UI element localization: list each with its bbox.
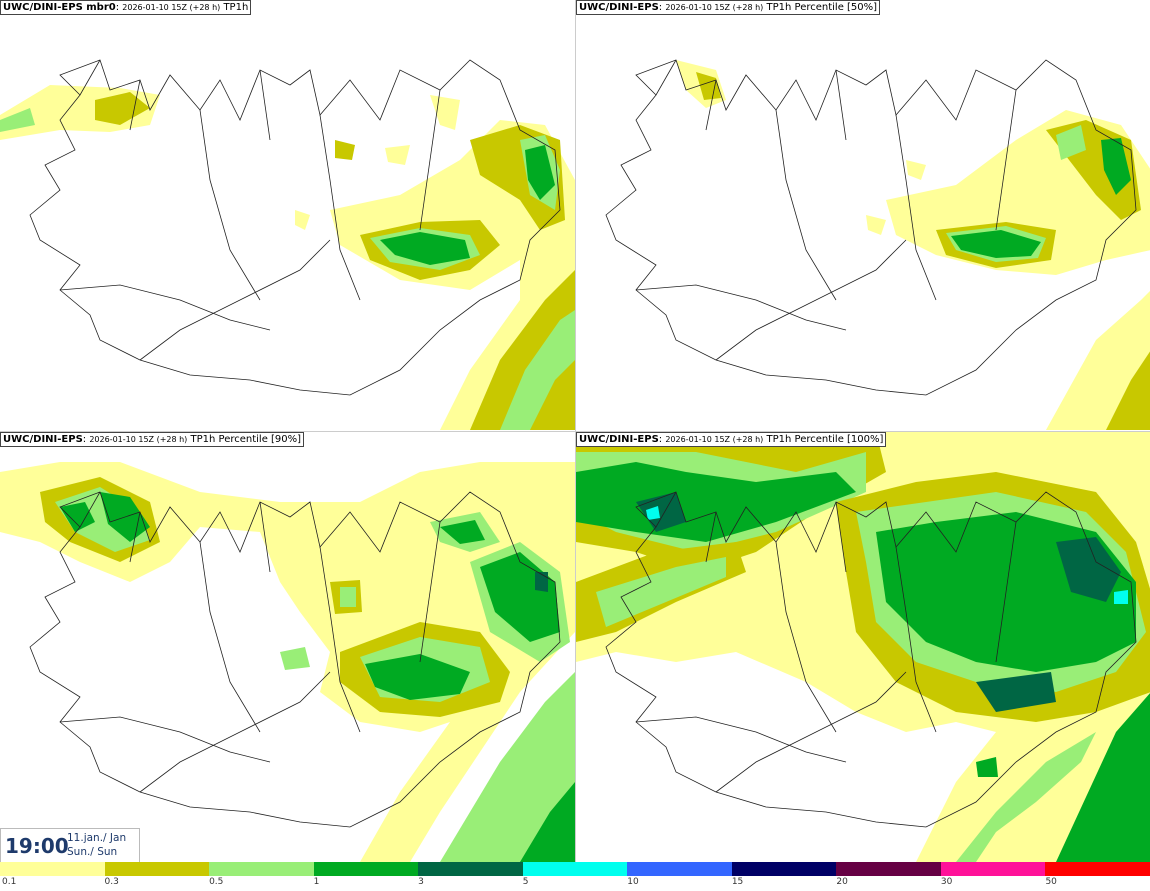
color-scale-swatch xyxy=(418,862,523,876)
iceland-coastline xyxy=(29,491,561,828)
color-scale-swatch xyxy=(627,862,732,876)
precip-map-p50 xyxy=(605,59,1150,430)
precip-field xyxy=(0,462,575,862)
run-label: 2026-01-10 15Z (+28 h) xyxy=(122,3,221,12)
field-label: TP1h Percentile [50%] xyxy=(766,2,878,13)
color-scale-label: 10 xyxy=(627,877,639,887)
color-scale-swatch xyxy=(836,862,941,876)
color-scale-swatch xyxy=(940,862,1046,876)
field-label: TP1h xyxy=(223,2,249,13)
model-name: UWC/DINI-EPS xyxy=(579,434,659,445)
iceland-coastline xyxy=(605,491,1137,828)
panel-title: UWC/DINI-EPS: 2026-01-10 15Z (+28 h) TP1… xyxy=(576,0,881,15)
valid-date-line2: Sun./ Sun xyxy=(67,846,118,858)
color-scale-swatch xyxy=(522,862,628,876)
iceland-coastline xyxy=(29,59,561,396)
map-panel-p90: UWC/DINI-EPS: 2026-01-10 15Z (+28 h) TP1… xyxy=(0,432,575,862)
color-scale-label: 15 xyxy=(731,877,744,887)
model-name: UWC/DINI-EPS xyxy=(579,2,659,13)
color-scale-swatch xyxy=(104,862,210,876)
map-panel-p50: UWC/DINI-EPS: 2026-01-10 15Z (+28 h) TP1… xyxy=(576,0,1150,430)
field-label: TP1h Percentile [90%] xyxy=(190,434,302,445)
precip-field xyxy=(0,85,575,430)
precip-map-p100 xyxy=(576,432,1150,862)
run-label: 2026-01-10 15Z (+28 h) xyxy=(665,3,764,12)
color-scale-label: 0.1 xyxy=(2,877,17,887)
model-name: UWC/DINI-EPS xyxy=(3,2,83,13)
precip-field xyxy=(676,60,1150,430)
color-scale-swatch xyxy=(0,862,105,876)
run-label: 2026-01-10 15Z (+28 h) xyxy=(89,435,188,444)
color-scale-swatch xyxy=(1045,862,1150,876)
color-scale-swatch xyxy=(313,862,419,876)
map-panel-mbr0: UWC/DINI-EPS mbr0: 2026-01-10 15Z (+28 h… xyxy=(0,0,575,430)
precip-map-p90 xyxy=(0,462,575,862)
color-scale-label: 0.3 xyxy=(104,877,119,887)
iceland-coastline xyxy=(605,59,1137,396)
color-scale-label: 50 xyxy=(1045,877,1057,887)
member-label: mbr0 xyxy=(82,2,116,13)
map-panel-p100: UWC/DINI-EPS: 2026-01-10 15Z (+28 h) TP1… xyxy=(576,432,1150,862)
field-label: TP1h Percentile [100%] xyxy=(766,434,884,445)
color-scale-label: 3 xyxy=(418,877,424,887)
color-scale-label: 30 xyxy=(940,877,953,887)
panel-title: UWC/DINI-EPS mbr0: 2026-01-10 15Z (+28 h… xyxy=(0,0,252,15)
precip-map-mbr0 xyxy=(0,59,575,430)
precip-field xyxy=(576,432,1150,862)
run-label: 2026-01-10 15Z (+28 h) xyxy=(665,435,764,444)
valid-date: 11.jan./ Jan Sun./ Sun xyxy=(67,831,126,859)
color-scale-label: 20 xyxy=(836,877,848,887)
color-scale-label: 1 xyxy=(313,877,320,887)
panel-divider-horizontal xyxy=(0,431,1150,432)
color-scale-label: 0.5 xyxy=(209,877,224,887)
color-scale-label: 5 xyxy=(522,877,529,887)
valid-time-box: 19:00 11.jan./ Jan Sun./ Sun xyxy=(0,828,140,864)
color-scale-swatch xyxy=(731,862,837,876)
panel-title: UWC/DINI-EPS: 2026-01-10 15Z (+28 h) TP1… xyxy=(0,432,305,447)
color-scale-bar xyxy=(0,862,1150,876)
color-scale-swatch xyxy=(209,862,314,876)
panel-title: UWC/DINI-EPS: 2026-01-10 15Z (+28 h) TP1… xyxy=(576,432,887,447)
color-scale-labels: 0.1 0.3 0.5 1 3 5 10 15 20 30 50 xyxy=(0,877,1150,891)
valid-date-line1: 11.jan./ Jan xyxy=(67,832,127,844)
model-name: UWC/DINI-EPS xyxy=(3,434,83,445)
valid-time: 19:00 xyxy=(5,834,69,858)
